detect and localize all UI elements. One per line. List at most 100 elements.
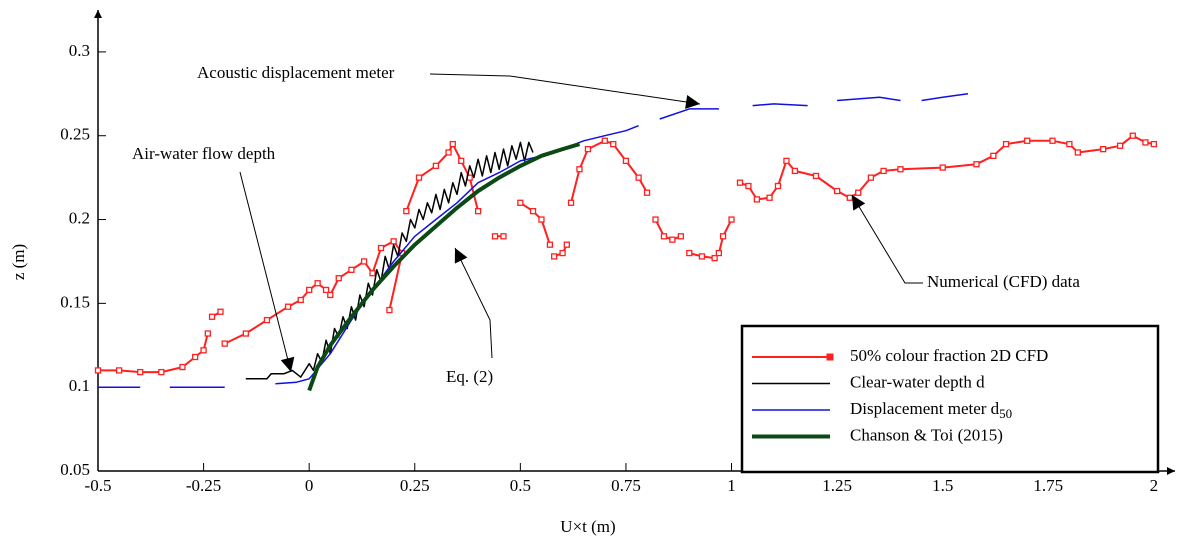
data-point bbox=[415, 174, 423, 181]
data-point bbox=[314, 280, 321, 287]
data-point bbox=[745, 182, 752, 190]
annotations: Acoustic displacement meter Air-water fl… bbox=[132, 63, 1080, 386]
data-point bbox=[179, 363, 186, 371]
data-point bbox=[217, 308, 224, 315]
data-point bbox=[115, 367, 123, 374]
x-axis-label: U×t (m) bbox=[560, 517, 615, 536]
data-point bbox=[698, 253, 706, 260]
data-point bbox=[563, 241, 570, 248]
data-point bbox=[208, 313, 216, 320]
x-tick-label: 0.25 bbox=[400, 476, 430, 495]
x-tick-label: 0.75 bbox=[611, 476, 641, 495]
x-tick-label: 1.75 bbox=[1033, 476, 1063, 495]
data-point bbox=[500, 233, 507, 240]
data-point bbox=[204, 330, 211, 337]
data-point bbox=[622, 157, 630, 165]
data-point bbox=[812, 172, 820, 180]
data-point bbox=[458, 157, 465, 165]
y-tick-label: 0.1 bbox=[69, 376, 90, 395]
data-point bbox=[677, 233, 684, 240]
data-point bbox=[529, 208, 537, 215]
legend-label: 50% colour fraction 2D CFD bbox=[850, 346, 1048, 365]
annotation-arrow bbox=[851, 194, 923, 284]
data-point bbox=[1074, 149, 1082, 156]
data-point bbox=[1002, 140, 1010, 148]
annotation: Air-water flow depth bbox=[132, 144, 276, 163]
data-point bbox=[445, 149, 452, 156]
data-point bbox=[377, 244, 385, 252]
data-point bbox=[990, 152, 997, 159]
x-tick-label: 0.5 bbox=[510, 476, 531, 495]
data-point bbox=[584, 145, 592, 153]
x-tick-label: 1 bbox=[727, 476, 736, 495]
data-point bbox=[546, 241, 554, 248]
legend: 50% colour fraction 2D CFD Clear-water de… bbox=[740, 324, 1160, 474]
data-point bbox=[736, 179, 744, 186]
annotation-arrow bbox=[454, 247, 493, 359]
annotation: Numerical (CFD) data bbox=[927, 272, 1080, 291]
data-point bbox=[94, 367, 102, 374]
data-point bbox=[1150, 140, 1158, 148]
data-point bbox=[158, 368, 165, 376]
data-point bbox=[297, 296, 304, 304]
data-point bbox=[517, 199, 524, 206]
data-point bbox=[386, 306, 393, 314]
x-tick-label: 2 bbox=[1150, 476, 1159, 495]
data-point bbox=[322, 286, 330, 294]
data-point bbox=[601, 137, 608, 144]
data-point bbox=[327, 291, 334, 299]
data-point bbox=[753, 196, 761, 203]
legend-label-sub: 50 bbox=[999, 406, 1012, 421]
legend-label-text: Displacement meter d bbox=[850, 399, 1000, 418]
data-point bbox=[263, 316, 271, 324]
data-point bbox=[711, 254, 718, 262]
data-point bbox=[635, 174, 642, 181]
x-tick-label: 0 bbox=[305, 476, 314, 495]
data-point bbox=[348, 266, 355, 273]
series-line bbox=[98, 93, 969, 388]
legend-label: Displacement meter d50 bbox=[850, 399, 1012, 421]
data-point bbox=[390, 238, 397, 245]
data-point bbox=[200, 347, 207, 354]
legend-label: Clear-water depth d bbox=[850, 372, 985, 391]
data-point bbox=[791, 167, 799, 175]
data-point bbox=[897, 166, 904, 173]
data-point bbox=[242, 330, 249, 337]
data-point bbox=[867, 174, 875, 181]
data-point bbox=[833, 187, 841, 195]
y-tick-label: 0.3 bbox=[69, 41, 90, 60]
data-point bbox=[550, 253, 558, 260]
annotation: Eq. (2) bbox=[446, 367, 493, 386]
data-point bbox=[855, 189, 862, 196]
y-tick-label: 0.2 bbox=[69, 208, 90, 227]
data-point bbox=[783, 157, 790, 165]
data-point bbox=[973, 161, 980, 168]
data-point bbox=[643, 189, 651, 196]
data-point bbox=[880, 167, 887, 175]
y-axis-label: z (m) bbox=[9, 244, 28, 280]
data-point bbox=[369, 270, 376, 277]
x-tick-label: 1.25 bbox=[822, 476, 852, 495]
data-point bbox=[491, 233, 499, 240]
data-point bbox=[1129, 132, 1136, 139]
data-point bbox=[559, 249, 566, 257]
data-point bbox=[306, 286, 313, 294]
data-point bbox=[474, 208, 482, 215]
series-line bbox=[245, 141, 534, 380]
x-tick-label: -0.5 bbox=[85, 476, 112, 495]
data-point bbox=[1024, 137, 1031, 144]
data-point bbox=[335, 275, 342, 282]
annotation-arrow bbox=[429, 73, 701, 109]
data-point bbox=[432, 162, 440, 170]
data-point bbox=[1066, 140, 1073, 148]
data-point bbox=[221, 340, 228, 347]
legend-box bbox=[740, 324, 1160, 474]
data-point bbox=[766, 194, 773, 201]
y-tick-label: 0.05 bbox=[60, 460, 90, 479]
series-line bbox=[307, 142, 581, 392]
data-point bbox=[652, 216, 659, 223]
x-tick-label: -0.25 bbox=[186, 476, 221, 495]
data-point bbox=[1049, 137, 1056, 144]
data-point bbox=[1142, 139, 1149, 146]
